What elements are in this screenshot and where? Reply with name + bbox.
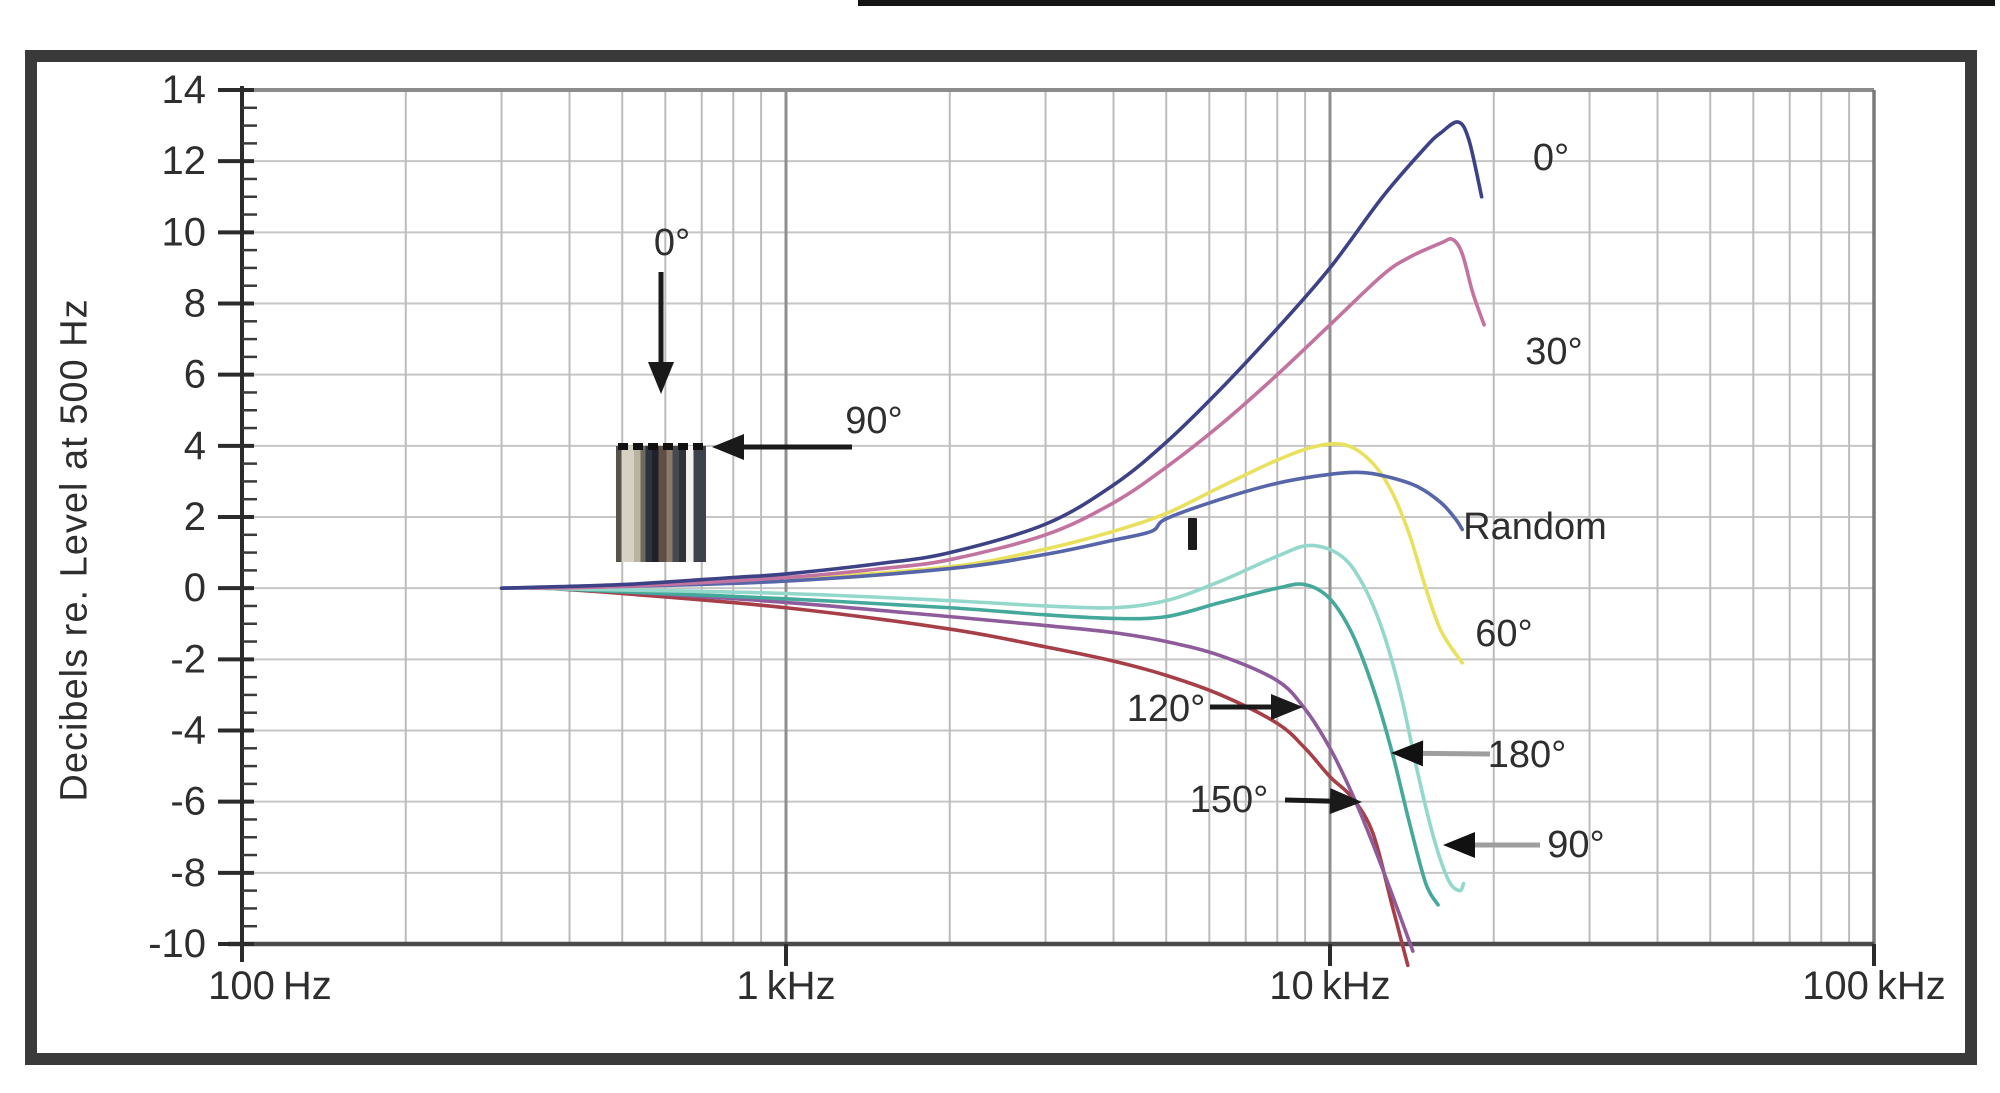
curve-180deg-label: 180° bbox=[1488, 734, 1567, 776]
y-tick-label: 8 bbox=[184, 282, 206, 326]
mic-90deg-arrowhead bbox=[712, 434, 744, 460]
y-tick-label: 14 bbox=[162, 68, 207, 112]
curve-150deg-label-arrowhead bbox=[1329, 788, 1362, 815]
x-tick-label: 10 kHz bbox=[1269, 964, 1390, 1008]
curve-120deg-label-arrowhead bbox=[1271, 694, 1303, 720]
y-tick-label: 10 bbox=[162, 210, 207, 254]
mic-0deg-arrowhead bbox=[648, 362, 674, 394]
scan-artifact-mark bbox=[1188, 518, 1197, 550]
y-tick-label: 0 bbox=[184, 566, 206, 610]
curve-90deg bbox=[529, 543, 1466, 893]
curve-90deg-label: 90° bbox=[1547, 824, 1604, 866]
curve-150deg-label-arrow-shaft bbox=[1284, 797, 1331, 804]
microphone-top-dash bbox=[663, 443, 673, 450]
x-tick-label: 100 Hz bbox=[208, 964, 332, 1008]
curve-60deg bbox=[529, 442, 1465, 665]
y-tick-label: -8 bbox=[170, 851, 206, 895]
curve-180deg-label-arrowhead bbox=[1391, 740, 1424, 767]
y-tick-label: -6 bbox=[170, 780, 206, 824]
curve-150deg-label: 150° bbox=[1190, 779, 1269, 821]
microphone-top-dash bbox=[678, 443, 688, 450]
curve-60deg-label: 60° bbox=[1475, 613, 1532, 655]
y-tick-label: -4 bbox=[170, 709, 206, 753]
y-tick-label: -10 bbox=[148, 922, 206, 966]
y-axis-title: Decibels re. Level at 500 Hz bbox=[53, 298, 96, 802]
microphone-top-dash bbox=[693, 443, 703, 450]
curve-120deg bbox=[542, 586, 1415, 953]
curve-180deg bbox=[542, 582, 1440, 907]
curve-0deg bbox=[499, 120, 1484, 590]
microphone-photo-inset bbox=[616, 446, 706, 562]
y-tick-label: -2 bbox=[170, 637, 206, 681]
mic-90deg: 90° bbox=[845, 400, 902, 442]
curve-120deg-label: 120° bbox=[1127, 688, 1206, 730]
mic-0deg: 0° bbox=[654, 222, 690, 264]
y-tick-label: 6 bbox=[184, 353, 206, 397]
y-tick-label: 2 bbox=[184, 495, 206, 539]
x-tick-label: 1 kHz bbox=[736, 964, 835, 1008]
microphone-top-dash bbox=[648, 443, 658, 450]
curve-150deg bbox=[542, 586, 1410, 968]
microphone-top-dash bbox=[633, 443, 643, 450]
x-tick-label: 100 kHz bbox=[1802, 964, 1946, 1008]
curve-30deg bbox=[529, 237, 1486, 590]
y-tick-label: 12 bbox=[162, 139, 207, 183]
top-edge-strip bbox=[858, 0, 1995, 6]
y-tick-label: 4 bbox=[184, 424, 206, 468]
curve-90deg-label-arrowhead bbox=[1443, 832, 1475, 858]
curve-random-label: Random bbox=[1463, 506, 1607, 548]
microphone-top-dash bbox=[618, 443, 628, 450]
curve-0deg-label: 0° bbox=[1533, 137, 1569, 179]
curve-30deg-label: 30° bbox=[1525, 331, 1582, 373]
curve-180deg-label-arrow-shaft bbox=[1422, 750, 1491, 757]
outer-frame-border bbox=[25, 50, 1977, 1065]
curve-random bbox=[499, 470, 1465, 590]
